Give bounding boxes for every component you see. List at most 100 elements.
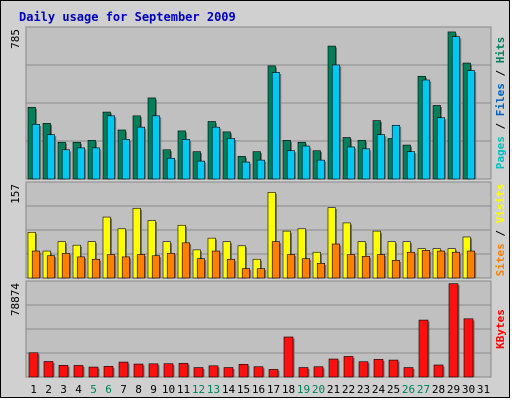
bar-kbytes [208, 365, 219, 378]
y-max-label: 78874 [9, 283, 22, 316]
bar-sites [271, 241, 281, 279]
y-max-label: 785 [9, 29, 22, 49]
x-tick-label: 24 [372, 383, 386, 396]
bar-files [151, 115, 160, 180]
bar-kbytes [163, 363, 174, 378]
bar-kbytes [268, 369, 279, 378]
bar-sites [466, 250, 476, 279]
bar-files [286, 150, 296, 180]
bar-kbytes [28, 352, 39, 378]
bar-kbytes [223, 367, 234, 378]
bar-sites [436, 250, 446, 279]
x-tick-label: 8 [135, 383, 142, 396]
bar-visits [327, 207, 336, 279]
bar-files [76, 147, 85, 180]
x-tick-label: 30 [462, 383, 475, 396]
x-tick-label: 28 [432, 383, 445, 396]
bar-files [91, 147, 100, 180]
bar-files [136, 126, 145, 180]
bar-kbytes [343, 356, 354, 378]
x-tick-label: 3 [60, 383, 67, 396]
bar-sites [376, 254, 386, 279]
bar-visits [117, 228, 126, 279]
bar-files [331, 64, 341, 180]
x-tick-label: 16 [252, 383, 265, 396]
bar-sites [391, 260, 401, 279]
bar-visits [132, 207, 141, 279]
x-tick-label: 31 [477, 383, 490, 396]
x-tick-label: 13 [207, 383, 220, 396]
bar-sites [346, 254, 356, 279]
bar-files [271, 72, 281, 180]
bar-kbytes [103, 366, 114, 378]
x-tick-label: 22 [342, 383, 355, 396]
bar-visits [267, 192, 276, 279]
bar-kbytes [58, 365, 69, 378]
bar-kbytes [118, 361, 129, 378]
legend-entry: Hits [494, 37, 507, 64]
bar-kbytes [298, 367, 309, 378]
bar-sites [241, 268, 250, 279]
bar-kbytes [403, 367, 414, 378]
bar-sites [421, 250, 431, 279]
bar-sites [286, 254, 296, 279]
x-tick-label: 26 [402, 383, 415, 396]
bar-files [226, 138, 235, 180]
x-tick-label: 12 [192, 383, 205, 396]
bar-sites [76, 256, 85, 279]
bar-files [361, 148, 371, 180]
x-tick-label: 14 [222, 383, 236, 396]
x-tick-label: 1 [30, 383, 37, 396]
bar-files [421, 79, 431, 180]
bar-files [346, 146, 356, 180]
bar-kbytes [133, 363, 144, 378]
bar-visits [147, 220, 156, 279]
legend-entry: Sites [494, 243, 507, 276]
bar-visits [237, 245, 246, 279]
bar-visits [387, 241, 396, 279]
bar-files [121, 139, 130, 180]
x-tick-label: 15 [237, 383, 250, 396]
bar-kbytes [148, 363, 159, 378]
bar-files [166, 157, 175, 180]
legend-entry: Pages [494, 136, 507, 169]
y-max-label: 157 [9, 184, 22, 204]
x-tick-label: 21 [327, 383, 340, 396]
x-tick-label: 4 [75, 383, 82, 396]
bar-sites [211, 250, 220, 279]
bar-files [391, 124, 401, 180]
bar-sites [46, 255, 56, 279]
bar-sites [121, 256, 130, 279]
bar-kbytes [418, 319, 429, 378]
bar-sites [406, 251, 416, 279]
x-tick-label: 10 [162, 383, 175, 396]
bar-files [196, 160, 205, 180]
bar-sites [31, 250, 41, 279]
x-tick-label: 17 [267, 383, 280, 396]
legend-visits-sites: Sites / Visits [494, 184, 507, 277]
x-tick-label: 5 [90, 383, 97, 396]
bar-kbytes [358, 361, 369, 378]
bar-sites [301, 258, 311, 279]
legend-kbytes: KBytes [494, 309, 507, 349]
bar-files [451, 36, 461, 180]
bar-sites [91, 258, 100, 279]
bar-files [376, 134, 386, 180]
x-tick-label: 19 [297, 383, 310, 396]
x-tick-label: 18 [282, 383, 295, 396]
bar-kbytes [373, 359, 384, 378]
bar-kbytes [193, 367, 204, 378]
bar-visits [342, 222, 351, 279]
bar-visits [102, 216, 111, 279]
bar-kbytes [388, 359, 399, 378]
bar-files [181, 139, 190, 180]
bar-sites [451, 251, 461, 279]
bar-sites [226, 258, 235, 279]
x-tick-label: 23 [357, 383, 370, 396]
bar-sites [196, 258, 205, 279]
x-tick-label: 25 [387, 383, 400, 396]
bar-sites [61, 253, 71, 279]
bar-files [241, 161, 250, 180]
bar-kbytes [328, 358, 339, 378]
